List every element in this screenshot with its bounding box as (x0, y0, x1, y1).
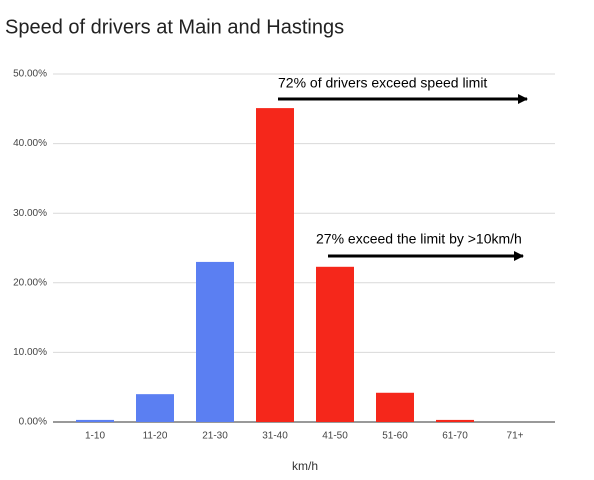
bar (196, 261, 234, 422)
x-tick-label: 51-60 (382, 431, 408, 442)
bar (436, 419, 474, 422)
y-tick-label: 10.00% (13, 347, 47, 358)
x-tick-label: 11-20 (143, 431, 168, 442)
y-tick-label: 0.00% (19, 417, 47, 428)
x-tick-label: 1-10 (85, 431, 105, 442)
y-tick-label: 40.00% (13, 138, 47, 149)
x-tick-label: 41-50 (322, 431, 348, 442)
x-tick-label: 61-70 (442, 431, 468, 442)
y-tick-label: 50.00% (13, 69, 47, 80)
x-tick-label: 21-30 (202, 431, 228, 442)
bar (376, 392, 414, 422)
bar (136, 394, 174, 422)
x-tick-label: 71+ (507, 431, 524, 442)
x-tick-label: 31-40 (262, 431, 288, 442)
y-tick-label: 30.00% (13, 208, 47, 219)
annotation: 72% of drivers exceed speed limit (278, 75, 487, 91)
bar (76, 419, 114, 422)
bar (316, 266, 354, 422)
y-tick-label: 20.00% (13, 277, 47, 288)
bar (256, 108, 294, 422)
chart-title: Speed of drivers at Main and Hastings (5, 16, 344, 38)
annotation: 27% exceed the limit by >10km/h (316, 231, 522, 247)
x-axis-label: km/h (292, 459, 318, 473)
